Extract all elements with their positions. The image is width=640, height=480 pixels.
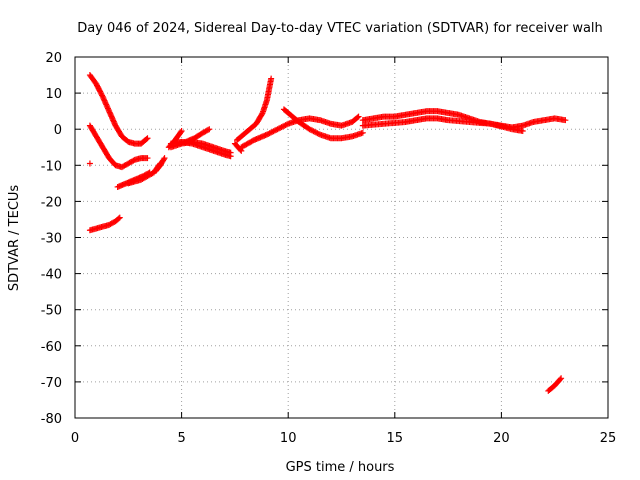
- data-point: [178, 128, 185, 135]
- y-axis-label: SDTVAR / TECUs: [7, 185, 22, 292]
- data-point: [258, 111, 265, 118]
- data-point: [275, 125, 282, 132]
- data-point: [144, 135, 151, 142]
- data-point: [282, 122, 289, 129]
- grid-lines: [75, 57, 608, 418]
- y-tick-label: 20: [45, 51, 62, 66]
- plot-border: [74, 56, 609, 419]
- data-point: [266, 130, 273, 137]
- x-tick-label: 15: [387, 431, 404, 446]
- data-point: [359, 129, 366, 136]
- x-tick-label: 10: [280, 431, 297, 446]
- data-point: [310, 128, 317, 135]
- data-point: [355, 113, 362, 120]
- data-point: [268, 75, 275, 82]
- data-point: [270, 128, 277, 135]
- data-point: [281, 122, 288, 129]
- data-point: [143, 136, 150, 143]
- y-tick-label: -20: [41, 195, 62, 210]
- data-point: [273, 126, 280, 133]
- series-track-11: [174, 126, 213, 147]
- series-track-7: [153, 155, 168, 174]
- y-tick-label: 0: [54, 123, 62, 138]
- data-point: [278, 124, 285, 131]
- data-point: [144, 155, 151, 162]
- data-point: [160, 156, 167, 163]
- y-tick-label: -50: [41, 304, 62, 319]
- data-point: [354, 114, 361, 121]
- data-point: [314, 130, 321, 137]
- series-track-4: [86, 214, 123, 234]
- data-point: [557, 376, 564, 383]
- y-tick-labels: 20 10 0 -10 -20 -30 -40 -50 -60 -70 -80: [41, 51, 62, 427]
- data-point: [205, 126, 212, 133]
- data-point: [519, 128, 526, 135]
- y-tick-label: -10: [41, 159, 62, 174]
- data-point: [116, 214, 123, 221]
- series-track-13: [234, 75, 275, 144]
- data-point: [86, 160, 93, 167]
- x-tick-label: 0: [71, 431, 79, 446]
- y-tick-label: -70: [41, 376, 62, 391]
- data-point: [313, 129, 320, 136]
- y-tick-label: -40: [41, 268, 62, 283]
- data-point: [263, 131, 270, 138]
- data-point: [277, 124, 284, 131]
- data-point: [267, 129, 274, 136]
- series-track-15: [280, 106, 366, 142]
- data-points: [86, 72, 569, 394]
- y-tick-label: -60: [41, 340, 62, 355]
- data-point: [558, 375, 565, 382]
- data-point: [177, 129, 184, 136]
- data-point: [315, 130, 322, 137]
- series-track-17: [359, 115, 526, 135]
- series-track-1: [86, 72, 151, 147]
- data-point: [227, 149, 234, 156]
- data-point: [307, 126, 314, 133]
- x-tick-labels: 0 5 10 15 20 25: [71, 431, 616, 446]
- data-point: [269, 128, 276, 135]
- data-point: [115, 215, 122, 222]
- x-tick-label: 20: [493, 431, 510, 446]
- y-tick-label: -30: [41, 232, 62, 247]
- data-point: [206, 126, 213, 133]
- data-point: [283, 121, 290, 128]
- y-tick-label: -80: [41, 412, 62, 427]
- data-point: [306, 126, 313, 133]
- data-point: [311, 128, 318, 135]
- series-track-2: [86, 122, 151, 171]
- data-point: [279, 123, 286, 130]
- x-axis-label: GPS time / hours: [286, 460, 395, 475]
- data-point: [309, 127, 316, 134]
- data-point: [161, 155, 168, 162]
- axes: [74, 56, 609, 419]
- series-track-3: [86, 160, 93, 167]
- chart-title: Day 046 of 2024, Sidereal Day-to-day VTE…: [77, 21, 603, 36]
- data-point: [562, 117, 569, 124]
- y-tick-label: 10: [45, 87, 62, 102]
- data-point: [271, 127, 278, 134]
- data-point: [265, 130, 272, 137]
- series-track-18: [545, 375, 565, 394]
- x-tick-label: 5: [177, 431, 185, 446]
- data-point: [274, 126, 281, 133]
- x-tick-label: 25: [600, 431, 617, 446]
